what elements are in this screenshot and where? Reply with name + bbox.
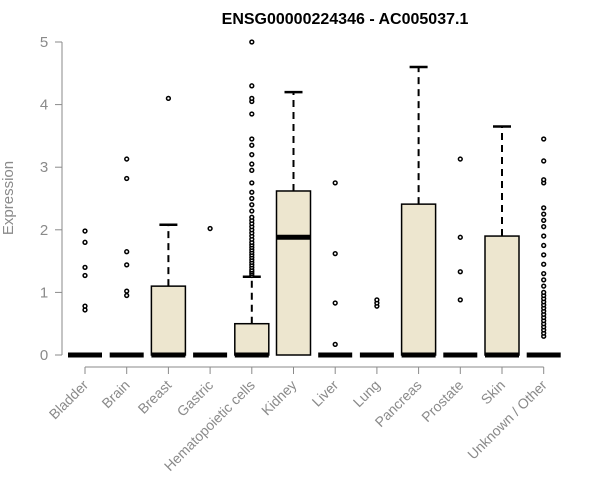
outlier-point	[541, 283, 547, 289]
outlier-point	[541, 252, 547, 258]
box-group	[109, 156, 144, 358]
outlier-point	[249, 95, 255, 101]
outlier-point	[541, 277, 547, 283]
outlier-point	[332, 250, 338, 257]
box-group	[193, 225, 228, 358]
outlier-point	[124, 288, 130, 294]
x-tick-label: Lung	[350, 377, 383, 410]
outlier-point	[332, 180, 338, 186]
box-group	[359, 297, 394, 358]
outlier-point	[332, 300, 338, 306]
outlier-point	[541, 136, 547, 142]
outlier-point	[124, 262, 130, 268]
box-group	[526, 136, 561, 358]
outlier-point	[249, 152, 255, 158]
box-iqr	[234, 322, 270, 356]
x-tick-label: Prostate	[418, 377, 466, 425]
outlier-point	[124, 249, 130, 255]
outlier-point	[541, 177, 547, 183]
outlier-point	[541, 217, 547, 224]
outlier-point	[541, 261, 547, 267]
outlier-point	[82, 239, 88, 245]
box-group	[234, 39, 270, 358]
x-tick-label: Skin	[478, 377, 509, 408]
outlier-point	[249, 39, 255, 45]
outlier-point	[541, 233, 547, 239]
outlier-point	[82, 272, 88, 279]
box-iqr	[150, 285, 187, 356]
x-tick-label: Breast	[135, 377, 175, 417]
outlier-point	[249, 208, 255, 214]
outlier-point	[457, 234, 463, 240]
outlier-point	[165, 95, 172, 101]
outlier-point	[124, 175, 130, 182]
outlier-point	[249, 142, 255, 148]
outlier-point	[457, 269, 463, 275]
y-axis: 0 1 2 3 4 5	[40, 34, 63, 364]
y-tick-label: 3	[40, 159, 48, 176]
outlier-point	[457, 156, 463, 162]
x-tick-label: Brain	[98, 377, 132, 411]
outlier-point	[541, 205, 547, 211]
outlier-point	[457, 297, 463, 303]
outlier-point	[207, 225, 213, 232]
outlier-point	[124, 156, 130, 162]
outlier-point	[249, 167, 255, 173]
x-tick-label: Kidney	[258, 377, 300, 419]
x-tick-label: Bladder	[46, 377, 92, 423]
outlier-point	[82, 264, 88, 271]
y-tick-label: 2	[40, 222, 48, 239]
outlier-point	[249, 111, 255, 117]
x-tick-label: Unknown / Other	[464, 377, 550, 463]
box-iqr	[400, 203, 437, 356]
outlier-point	[249, 195, 255, 202]
box-iqr	[484, 235, 520, 356]
outlier-point	[249, 202, 255, 208]
outlier-point	[541, 289, 547, 296]
box-group	[68, 228, 102, 358]
outlier-point	[541, 242, 547, 249]
box-group	[484, 125, 520, 358]
y-tick-label: 4	[40, 97, 48, 114]
box-group	[150, 95, 187, 358]
box-group	[400, 65, 437, 358]
outlier-point	[82, 228, 88, 234]
outlier-point	[249, 214, 255, 220]
outlier-point	[541, 224, 547, 230]
outlier-point	[124, 292, 130, 299]
y-tick-label: 5	[40, 34, 48, 51]
outlier-point	[541, 211, 547, 217]
outlier-point	[374, 297, 380, 303]
y-tick-label: 1	[40, 284, 48, 301]
outlier-point	[541, 270, 547, 277]
outlier-point	[82, 303, 88, 309]
box-group	[275, 90, 312, 356]
x-tick-label: Liver	[309, 377, 342, 410]
outlier-point	[332, 341, 338, 348]
outlier-point	[249, 161, 255, 167]
y-axis-label: Expression	[0, 161, 17, 235]
outlier-point	[249, 189, 255, 195]
outlier-point	[541, 158, 547, 164]
box-group	[443, 156, 478, 358]
outlier-point	[249, 136, 255, 142]
outlier-point	[249, 83, 255, 89]
box-group	[318, 180, 353, 358]
chart-title: ENSG00000224346 - AC005037.1	[222, 11, 469, 28]
boxes-layer	[68, 39, 561, 358]
box-iqr	[275, 190, 312, 356]
outlier-point	[249, 180, 255, 186]
y-tick-label: 0	[40, 347, 48, 364]
